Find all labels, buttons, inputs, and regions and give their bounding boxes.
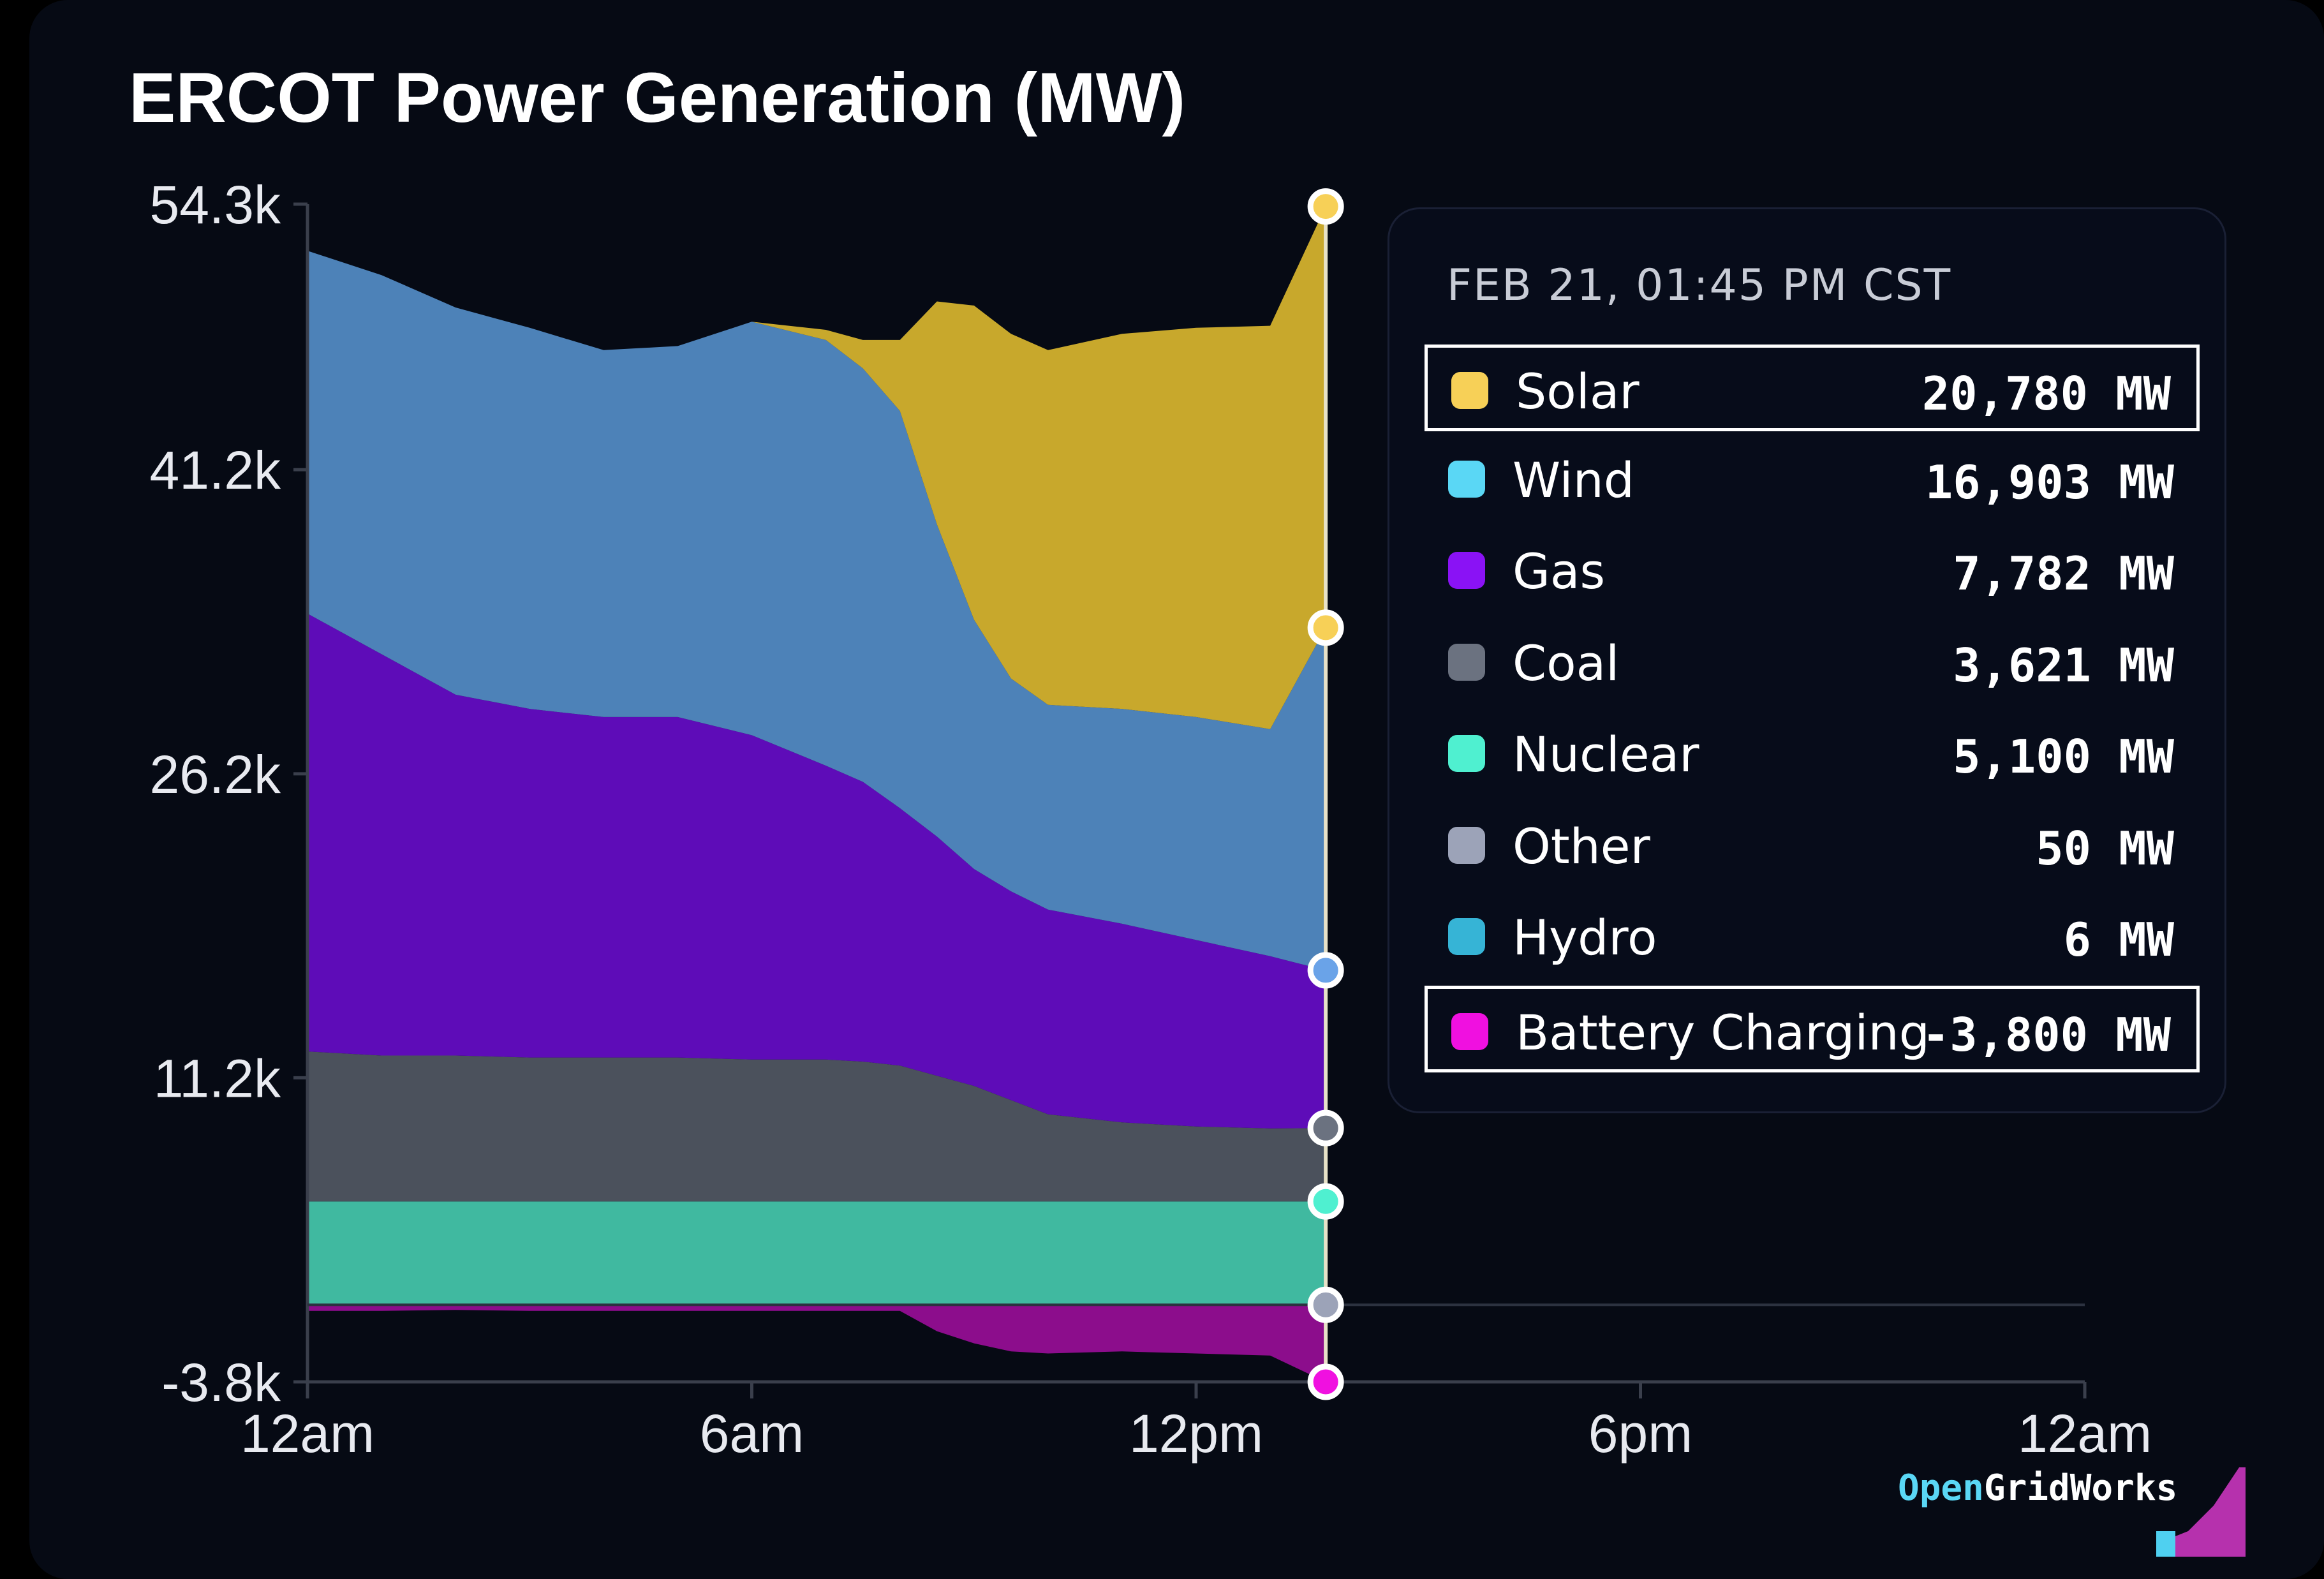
tooltip-row-label: Other [1513,817,1650,875]
tooltip-row-label: Gas [1513,543,1606,600]
hover-cursor [1307,188,1344,1400]
tooltip-row: Coal 3,621 MW [1425,619,2200,706]
cursor-marker-nuclear [1307,1183,1344,1220]
brand-logo-icon [2156,1467,2246,1557]
area-battery-charging[interactable] [307,1305,1326,1382]
area-solar[interactable] [307,206,1326,729]
tooltip-row: Wind 16,903 MW [1425,436,2200,523]
x-tick-label: 12am [241,1404,374,1464]
hover-tooltip: FEB 21, 01:45 PM CST Solar 20,780 MW Wind 1… [1388,207,2226,1113]
tooltip-row: Other 50 MW [1425,803,2200,889]
x-tick-label: 6am [700,1404,804,1464]
tooltip-row-label: Coal [1513,634,1620,692]
tooltip-row-value: 7,782 MW [1953,547,2174,600]
x-tick-label: 6pm [1588,1404,1692,1464]
tooltip-row-value: 50 MW [2036,821,2174,875]
legend-swatch [1451,372,1488,409]
cursor-marker-wind [1307,609,1344,646]
y-tick-label: 11.2k [154,1048,281,1108]
area-nuclear[interactable] [307,1201,1326,1305]
legend-swatch [1448,552,1485,589]
tooltip-row-label: Hydro [1513,909,1657,966]
tooltip-row-value: 6 MW [2063,913,2174,967]
series-areas [307,206,1326,1382]
legend-swatch [1448,918,1485,955]
legend-swatch [1448,643,1485,681]
tooltip-row: Battery Charging -3,800 MW [1425,985,2200,1072]
tooltip-row: Solar 20,780 MW [1425,345,2200,431]
area-coal[interactable] [307,1051,1326,1202]
x-tick-label: 12pm [1129,1404,1263,1464]
cursor-marker-zero [1307,1286,1344,1323]
area-gas[interactable] [307,613,1326,1129]
tooltip-row: Nuclear 5,100 MW [1425,711,2200,797]
legend-swatch [1448,826,1485,864]
tooltip-row: Hydro 6 MW [1425,894,2200,981]
tooltip-row: Gas 7,782 MW [1425,528,2200,614]
legend-swatch [1448,735,1485,772]
tooltip-timestamp: FEB 21, 01:45 PM CST [1447,260,1952,311]
cursor-marker-battery-charging [1307,1363,1344,1400]
y-tick-label: 26.2k [150,745,281,804]
tooltip-row-label: Wind [1513,451,1635,508]
cursor-marker-coal [1307,1109,1344,1146]
brand-logo-text: OpenGridWorks [1898,1467,2178,1509]
tooltip-row-label: Battery Charging [1516,1004,1930,1061]
y-tick-label: -3.8k [161,1353,281,1412]
tooltip-row-value: 5,100 MW [1953,730,2174,783]
tooltip-row-label: Solar [1516,363,1639,420]
tooltip-row-value: 20,780 MW [1921,367,2171,420]
x-tick-label: 12am [2018,1404,2152,1464]
tooltip-row-label: Nuclear [1513,726,1699,783]
tooltip-row-value: 16,903 MW [1925,455,2174,509]
cursor-marker-gas [1307,952,1344,989]
cursor-marker-solar [1307,188,1344,225]
tooltip-row-value: 3,621 MW [1953,638,2174,692]
legend-swatch [1451,1012,1488,1050]
chart-title: ERCOT Power Generation (MW) [129,59,1186,137]
tooltip-row-value: -3,800 MW [1921,1007,2171,1062]
legend-swatch [1448,460,1485,498]
y-tick-label: 54.3k [150,175,281,235]
area-wind[interactable] [307,251,1326,970]
y-tick-label: 41.2k [150,440,281,500]
